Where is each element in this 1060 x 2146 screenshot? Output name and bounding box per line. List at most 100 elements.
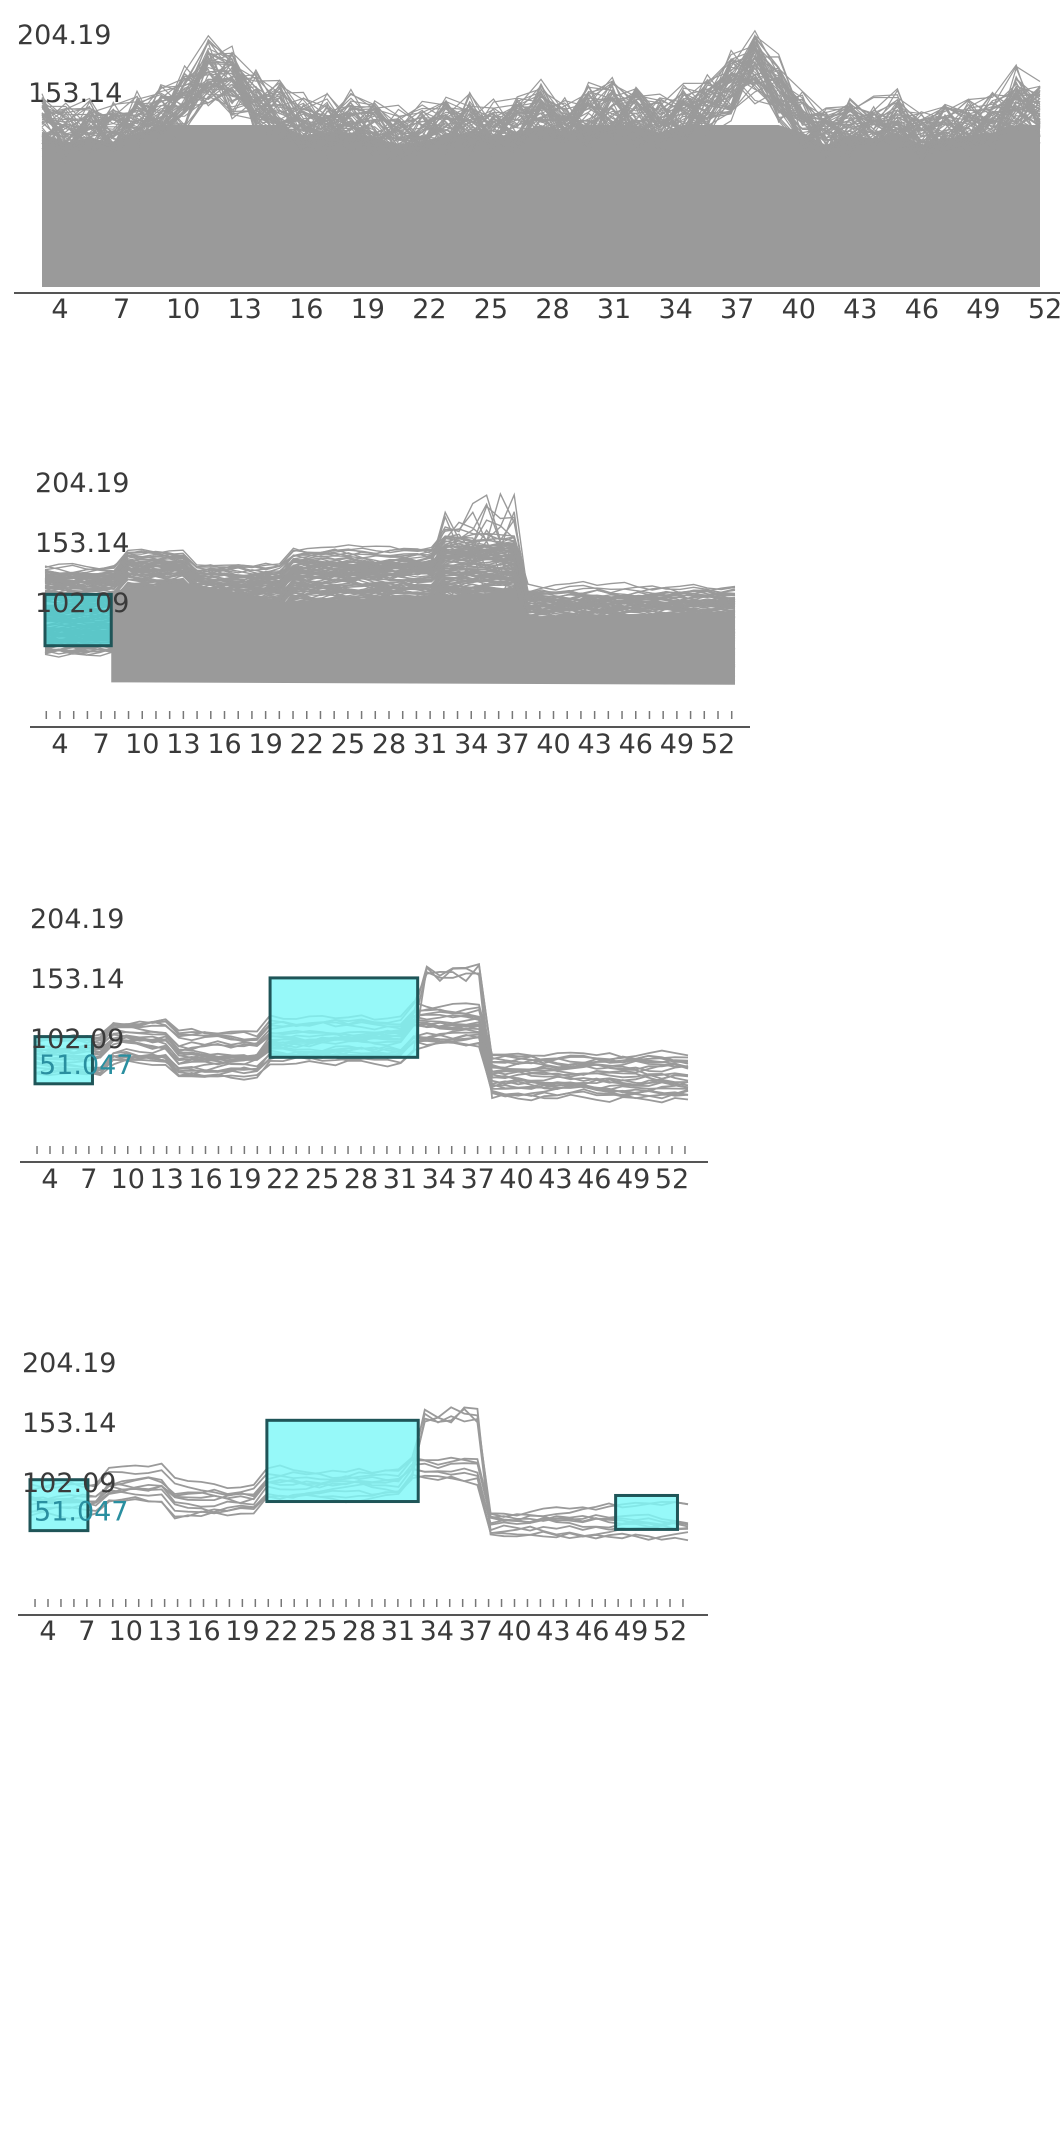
x-tick-label: 34 xyxy=(422,1164,456,1195)
x-tick-label: 4 xyxy=(41,1164,58,1195)
series-line xyxy=(41,58,1041,165)
x-tick-label: 34 xyxy=(454,729,488,760)
series-line xyxy=(41,36,1041,157)
x-tick-label: 43 xyxy=(536,1616,570,1647)
chart-svg-1: 204.19 153.14 4 7 10 13 16 19 22 25 28 31 34 37 40 43… xyxy=(14,20,1060,320)
x-tick-label: 37 xyxy=(720,294,754,320)
x-tick-label: 25 xyxy=(331,729,365,760)
timebox-min-label: 51.047 xyxy=(34,1497,128,1528)
x-tick-label: 4 xyxy=(51,729,68,760)
timebox-selection[interactable] xyxy=(43,592,113,648)
series-line xyxy=(41,43,1041,164)
x-tick-label: 31 xyxy=(383,1164,417,1195)
x-tick-label: 28 xyxy=(344,1164,378,1195)
x-tick-label: 49 xyxy=(614,1616,648,1647)
x-tick-label: 52 xyxy=(701,729,735,760)
y-tick-top-2: 204.19 xyxy=(35,468,129,499)
y-tick-low-4: 102.09 xyxy=(22,1468,116,1499)
timebox-selection[interactable] xyxy=(265,1418,420,1504)
x-tick-label: 19 xyxy=(248,729,282,760)
x-tick-label: 16 xyxy=(186,1616,220,1647)
x-tick-label: 28 xyxy=(342,1616,376,1647)
series-line xyxy=(44,541,736,609)
x-tick-label: 4 xyxy=(51,294,68,320)
x-tick-label: 7 xyxy=(93,729,110,760)
chart-svg-2: 204.19 153.14 102.09 4 7 10 13 16 19 22 25 28 31 3… xyxy=(30,468,750,760)
series-line xyxy=(45,549,736,604)
timebox-selection[interactable] xyxy=(33,1035,94,1086)
x-tick-label: 43 xyxy=(843,294,877,320)
x-tick-label: 28 xyxy=(535,294,569,320)
series-line xyxy=(34,1039,689,1104)
series-line xyxy=(44,535,736,595)
x-tick-label: 13 xyxy=(166,729,200,760)
x-tick-label: 16 xyxy=(289,294,323,320)
minor-ticks-2 xyxy=(45,711,733,719)
x-tick-label: 37 xyxy=(460,1164,494,1195)
x-tick-label: 10 xyxy=(125,729,159,760)
series-line xyxy=(41,59,1041,160)
x-tick-label: 31 xyxy=(381,1616,415,1647)
x-tick-label: 13 xyxy=(149,1164,183,1195)
selections-4[interactable]: 51.047 xyxy=(28,1418,679,1533)
selections-3[interactable]: 51.047 xyxy=(33,976,420,1086)
selections-2[interactable] xyxy=(43,592,113,648)
x-tick-label: 46 xyxy=(577,1164,611,1195)
series-lines-1 xyxy=(41,29,1041,287)
y-tick-top-4: 204.19 xyxy=(22,1348,116,1379)
x-tick-label: 22 xyxy=(290,729,324,760)
x-tick-label: 34 xyxy=(420,1616,454,1647)
x-tick-label: 28 xyxy=(372,729,406,760)
y-tick-mid-1: 153.14 xyxy=(28,78,122,109)
x-tick-labels-4: 4 7 10 13 16 19 22 25 28 31 34 37 40 43 46 49 52 xyxy=(39,1616,687,1647)
x-tick-label: 40 xyxy=(497,1616,531,1647)
x-tick-label: 40 xyxy=(536,729,570,760)
chart-panel-1: 204.19 153.14 4 7 10 13 16 19 22 25 28 31 34 37 40 43… xyxy=(0,0,1060,320)
x-tick-label: 49 xyxy=(616,1164,650,1195)
series-line xyxy=(44,537,736,599)
y-tick-low-2: 102.09 xyxy=(35,588,129,619)
chart-svg-4: 51.047 204.19 153.14 102.09 4 7 10 13 16 19 22… xyxy=(18,1348,708,1647)
timebox-selection[interactable] xyxy=(268,976,420,1059)
series-area xyxy=(111,582,736,685)
x-tick-label: 19 xyxy=(351,294,385,320)
x-tick-label: 25 xyxy=(305,1164,339,1195)
series-line xyxy=(41,49,1041,158)
series-line xyxy=(44,560,736,613)
series-line xyxy=(44,543,736,607)
x-tick-label: 13 xyxy=(228,294,262,320)
series-line xyxy=(44,494,736,597)
x-tick-label: 10 xyxy=(166,294,200,320)
x-tick-label: 40 xyxy=(782,294,816,320)
x-tick-label: 49 xyxy=(660,729,694,760)
chart-panel-4: 51.047 204.19 153.14 102.09 4 7 10 13 16 19 22… xyxy=(0,1320,1060,1660)
x-tick-label: 52 xyxy=(1028,294,1060,320)
x-tick-label: 34 xyxy=(658,294,692,320)
x-tick-label: 31 xyxy=(413,729,447,760)
x-tick-label: 52 xyxy=(655,1164,689,1195)
x-tick-labels-2: 4 7 10 13 16 19 22 25 28 31 34 37 40 43 46 49 52 xyxy=(51,729,735,760)
minor-ticks-4 xyxy=(34,1599,684,1607)
y-tick-top-1: 204.19 xyxy=(17,20,111,51)
x-tick-label: 16 xyxy=(207,729,241,760)
x-tick-label: 46 xyxy=(905,294,939,320)
x-tick-labels-3: 4 7 10 13 16 19 22 25 28 31 34 37 40 43 46 49 52 xyxy=(41,1164,689,1195)
timebox-selection[interactable] xyxy=(28,1478,90,1533)
x-tick-labels-1: 4 7 10 13 16 19 22 25 28 31 34 37 40 43 46 49 52 xyxy=(51,294,1060,320)
x-tick-label: 25 xyxy=(474,294,508,320)
x-tick-label: 46 xyxy=(619,729,653,760)
x-tick-label: 22 xyxy=(412,294,446,320)
timebox-selection[interactable] xyxy=(614,1493,679,1531)
x-tick-label: 7 xyxy=(80,1164,97,1195)
x-tick-label: 37 xyxy=(458,1616,492,1647)
x-tick-label: 52 xyxy=(653,1616,687,1647)
chart-svg-3: 51.047 204.19 153.14 102.09 4 7 10 13 16 19 22… xyxy=(20,904,708,1195)
series-line xyxy=(41,70,1041,154)
x-tick-label: 7 xyxy=(113,294,130,320)
chart-panel-3: 51.047 204.19 153.14 102.09 4 7 10 13 16 19 22… xyxy=(0,890,1060,1220)
x-tick-label: 7 xyxy=(78,1616,95,1647)
x-tick-label: 37 xyxy=(495,729,529,760)
x-tick-label: 10 xyxy=(111,1164,145,1195)
series-line xyxy=(44,547,736,617)
x-tick-label: 46 xyxy=(575,1616,609,1647)
